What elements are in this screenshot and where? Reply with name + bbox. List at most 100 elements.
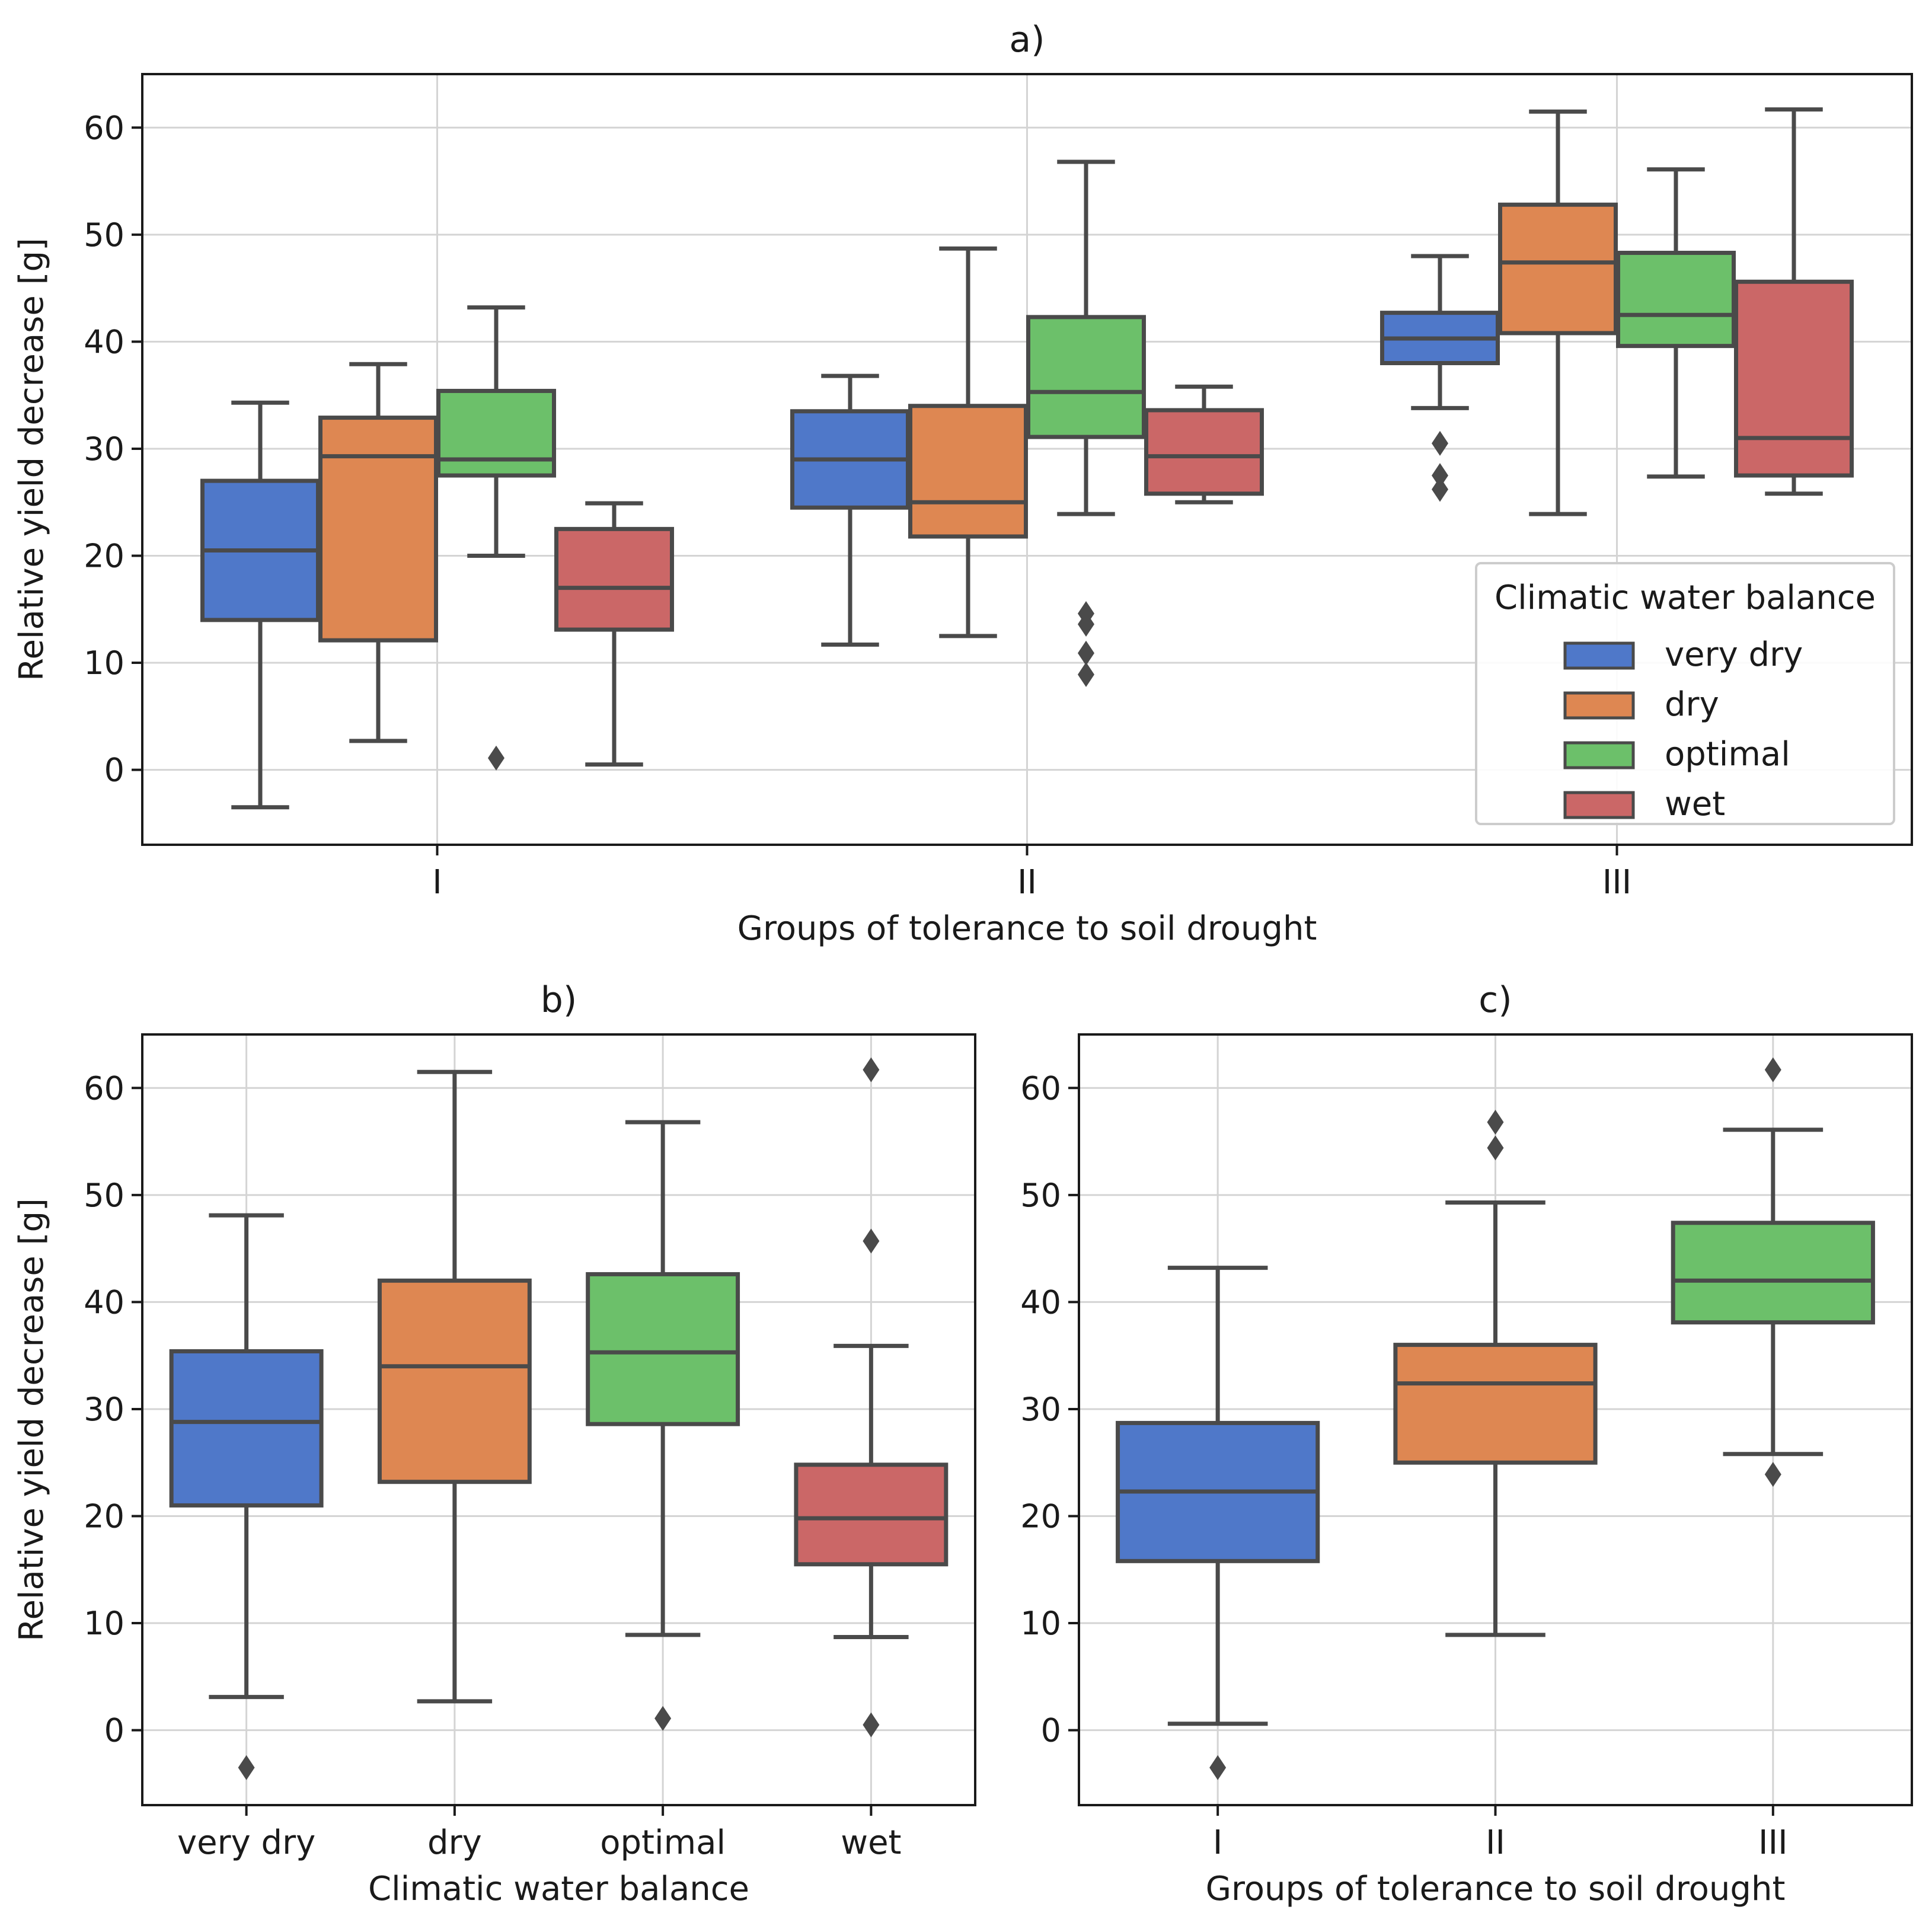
x-tick-label: very dry xyxy=(177,1823,315,1862)
y-axis-label: Relative yield decrease [g] xyxy=(12,1198,51,1641)
box-iqr xyxy=(586,1272,740,1426)
boxplot-III xyxy=(1671,1057,1875,1487)
outlier-point xyxy=(1432,477,1448,502)
legend-label: very dry xyxy=(1665,635,1803,674)
box-iqr xyxy=(794,1462,949,1567)
outlier-point xyxy=(863,1228,880,1254)
y-tick-label: 10 xyxy=(84,644,124,682)
y-tick-label: 50 xyxy=(1020,1177,1061,1214)
boxplot-very-dry-I xyxy=(200,400,321,810)
y-tick-label: 20 xyxy=(1020,1498,1061,1535)
y-tick-label: 0 xyxy=(104,1712,124,1749)
y-tick-label: 40 xyxy=(84,1283,124,1321)
boxplot-wet-II xyxy=(1144,384,1264,504)
boxplot-very-dry xyxy=(169,1213,324,1780)
boxplot-dry-II xyxy=(908,246,1029,638)
boxplot-wet-III xyxy=(1733,107,1854,496)
boxplot-optimal-III xyxy=(1615,167,1736,479)
x-tick-label: optimal xyxy=(600,1823,726,1862)
y-tick-label: 10 xyxy=(84,1605,124,1642)
box-iqr xyxy=(377,1278,532,1484)
outlier-point xyxy=(863,1712,880,1738)
legend-item-dry: dry xyxy=(1563,685,1719,724)
x-axis-label: Climatic water balance xyxy=(368,1870,749,1908)
x-tick-label: III xyxy=(1758,1823,1788,1862)
outlier-point xyxy=(1209,1755,1227,1780)
boxplot-wet-I xyxy=(554,501,675,767)
outlier-point xyxy=(1078,662,1094,687)
outlier-point xyxy=(1078,640,1094,666)
legend-label: optimal xyxy=(1665,735,1790,774)
y-tick-label: 0 xyxy=(104,752,124,789)
boxplot-II xyxy=(1393,1110,1598,1637)
outlier-point xyxy=(654,1706,672,1731)
y-tick-label: 50 xyxy=(84,216,124,254)
legend-swatch xyxy=(1563,791,1635,819)
x-tick-label: II xyxy=(1017,863,1037,902)
box-iqr xyxy=(1671,1221,1875,1325)
legend-label: wet xyxy=(1665,785,1725,823)
y-tick-label: 50 xyxy=(84,1177,124,1214)
x-tick-label: III xyxy=(1602,863,1632,902)
y-tick-label: 20 xyxy=(84,538,124,575)
legend-swatch xyxy=(1563,641,1635,670)
outlier-point xyxy=(488,745,504,771)
x-axis-label: Groups of tolerance to soil drought xyxy=(1206,1870,1786,1908)
boxplot-optimal-I xyxy=(436,305,557,771)
y-tick-label: 30 xyxy=(1020,1391,1061,1428)
outlier-point xyxy=(238,1755,255,1780)
box-iqr xyxy=(908,404,1029,539)
chart-title: b) xyxy=(541,979,577,1021)
box-iqr xyxy=(318,416,439,643)
legend-swatch xyxy=(1563,691,1635,720)
outlier-point xyxy=(1487,1110,1504,1135)
outlier-point xyxy=(1432,463,1448,488)
legend-item-wet: wet xyxy=(1563,785,1725,823)
legend: Climatic water balance very dry dry optimal… xyxy=(1475,562,1895,825)
y-tick-label: 60 xyxy=(84,109,124,146)
y-axis-label: Relative yield decrease [g] xyxy=(12,238,51,681)
boxplot-I xyxy=(1116,1266,1320,1780)
y-tick-label: 30 xyxy=(84,1391,124,1428)
outlier-point xyxy=(1078,612,1094,637)
x-axis-label: Groups of tolerance to soil drought xyxy=(737,909,1317,948)
outlier-point xyxy=(1764,1462,1781,1487)
boxplot-dry-I xyxy=(318,362,439,743)
boxplot-dry xyxy=(377,1069,532,1704)
boxplot-very-dry-III xyxy=(1379,254,1500,502)
legend-item-very-dry: very dry xyxy=(1563,635,1803,674)
y-tick-label: 60 xyxy=(84,1069,124,1107)
chart-title: a) xyxy=(1009,19,1045,60)
y-tick-label: 10 xyxy=(1020,1605,1061,1642)
legend-item-optimal: optimal xyxy=(1563,735,1790,774)
x-tick-label: II xyxy=(1486,1823,1505,1862)
boxplot-optimal-II xyxy=(1026,159,1147,687)
boxplot-wet xyxy=(794,1057,949,1738)
box-iqr xyxy=(1026,315,1147,439)
box-iqr xyxy=(436,388,557,478)
y-tick-label: 20 xyxy=(84,1498,124,1535)
chart-title: c) xyxy=(1478,979,1512,1021)
boxplot-very-dry-II xyxy=(790,373,911,647)
x-tick-label: wet xyxy=(841,1823,901,1862)
plot-frame xyxy=(141,1033,976,1806)
boxplot-optimal xyxy=(586,1120,740,1731)
legend-swatch xyxy=(1563,741,1635,769)
y-tick-label: 0 xyxy=(1041,1712,1061,1749)
box-iqr xyxy=(169,1349,324,1508)
legend-label: dry xyxy=(1665,685,1719,724)
outlier-point xyxy=(863,1057,880,1082)
x-tick-label: dry xyxy=(427,1823,482,1862)
box-iqr xyxy=(1615,251,1736,349)
legend-title: Climatic water balance xyxy=(1494,579,1876,617)
x-tick-label: I xyxy=(1213,1823,1223,1862)
outlier-point xyxy=(1487,1135,1504,1161)
boxplot-dry-III xyxy=(1497,109,1618,516)
outlier-point xyxy=(1764,1057,1781,1082)
chart-panel-b: 0 10 20 30 40 50 60 very dry dry optimal wet b) Clim… xyxy=(12,979,976,1908)
x-tick-label: I xyxy=(432,863,442,902)
y-tick-label: 40 xyxy=(1020,1283,1061,1321)
